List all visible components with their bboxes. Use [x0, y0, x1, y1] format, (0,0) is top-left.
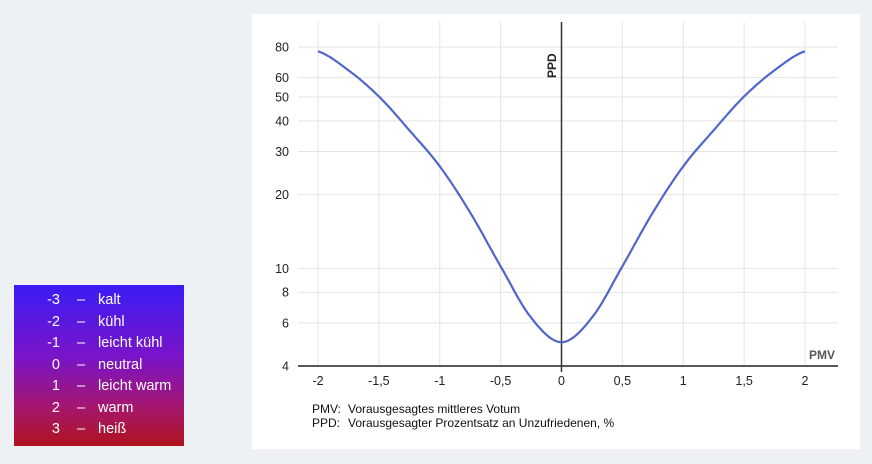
x-tick-label: -2 — [312, 374, 323, 388]
chart-panel — [252, 14, 860, 449]
legend-item-value: -1 — [47, 335, 60, 351]
caption-key: PPD: — [312, 416, 341, 430]
gridlines — [298, 22, 838, 366]
legend-item: -2 – kühl — [14, 312, 184, 333]
legend-item-label: kühl — [98, 314, 125, 330]
legend-item-value: 2 — [51, 400, 60, 416]
x-tick-label: -1 — [434, 374, 445, 388]
y-tick-label: 10 — [275, 262, 289, 276]
y-tick-label: 20 — [275, 188, 289, 202]
legend-item-value: 0 — [51, 357, 60, 373]
legend-item: 0 – neutral — [14, 355, 184, 376]
x-tick-label: 0 — [558, 374, 565, 388]
x-axis-ticks: -2 -1,5 -1 -0,5 0 0,5 1 1,5 2 — [312, 374, 808, 388]
legend-item-value: 3 — [51, 421, 60, 437]
y-tick-label: 40 — [275, 114, 289, 128]
legend-item: -1 – leicht kühl — [14, 333, 184, 354]
legend-item-dash: – — [77, 292, 86, 308]
ppd-curve — [317, 50, 806, 344]
y-tick-label: 80 — [275, 41, 289, 55]
x-tick-label: -0,5 — [490, 374, 512, 388]
legend-item: -3 – kalt — [14, 290, 184, 311]
legend-item-label: leicht warm — [98, 378, 172, 394]
x-axis-title: PMV — [809, 348, 835, 362]
legend-item-dash: – — [77, 421, 86, 437]
caption-pmv: PMV: Vorausgesagtes mittleres Votum — [312, 402, 520, 416]
caption-text: Vorausgesagter Prozentsatz an Unzufriede… — [348, 416, 615, 430]
legend-item-dash: – — [77, 335, 86, 351]
legend-item-label: warm — [98, 400, 134, 416]
y-tick-label: 8 — [282, 286, 289, 300]
legend-item: 3 – heiß — [14, 419, 184, 440]
x-tick-label: 2 — [802, 374, 809, 388]
legend-item-value: -3 — [47, 292, 60, 308]
legend-item-dash: – — [77, 400, 86, 416]
y-axis-title: PPD — [545, 53, 559, 78]
thermal-sensation-scale-legend: -3 – kalt -2 – kühl -1 – leicht kühl 0 –… — [14, 285, 184, 446]
y-axis-ticks: 80 60 50 40 30 20 10 8 6 4 — [275, 41, 289, 374]
legend-item-label: kalt — [98, 292, 121, 308]
legend-item-value: -2 — [47, 314, 60, 330]
y-tick-label: 60 — [275, 71, 289, 85]
legend-item-label: leicht kühl — [98, 335, 163, 351]
legend-item-dash: – — [77, 378, 86, 394]
y-tick-label: 4 — [282, 360, 289, 374]
y-tick-label: 50 — [275, 91, 289, 105]
x-tick-label: 0,5 — [614, 374, 631, 388]
legend-item: 2 – warm — [14, 398, 184, 419]
x-tick-label: 1 — [680, 374, 687, 388]
x-tick-label: -1,5 — [368, 374, 390, 388]
legend-item-label: heiß — [98, 421, 127, 437]
legend-item: 1 – leicht warm — [14, 376, 184, 397]
caption-key: PMV: — [312, 402, 341, 416]
legend-item-dash: – — [77, 357, 86, 373]
legend-item-dash: – — [77, 314, 86, 330]
caption-ppd: PPD: Vorausgesagter Prozentsatz an Unzufr… — [312, 416, 614, 430]
legend-item-value: 1 — [51, 378, 60, 394]
x-tick-label: 1,5 — [735, 374, 752, 388]
y-tick-label: 6 — [282, 316, 289, 330]
caption-text: Vorausgesagtes mittleres Votum — [348, 402, 521, 416]
y-tick-label: 30 — [275, 145, 289, 159]
legend-item-label: neutral — [98, 357, 143, 373]
